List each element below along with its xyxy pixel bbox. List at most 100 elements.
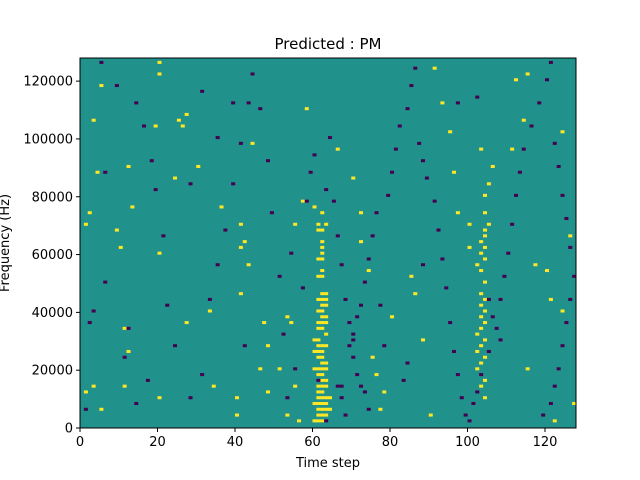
heatmap-cell — [479, 147, 484, 151]
heatmap-cell — [486, 182, 491, 186]
heatmap-cell — [483, 280, 488, 284]
heatmap-cell — [300, 199, 305, 203]
heatmap-cell — [355, 315, 360, 319]
heatmap-cell — [483, 355, 488, 359]
heatmap-cell — [479, 240, 484, 244]
heatmap-cell — [475, 390, 480, 394]
heatmap-cell — [510, 222, 515, 226]
heatmap-cell — [246, 263, 251, 267]
heatmap-cell — [173, 344, 178, 348]
heatmap-cell — [320, 373, 325, 377]
heatmap-cell — [479, 315, 484, 319]
heatmap-cell — [498, 338, 503, 342]
heatmap-cell — [320, 344, 325, 348]
heatmap-cell — [486, 349, 491, 353]
plot-frame — [79, 57, 577, 429]
heatmap-cell — [320, 413, 325, 417]
heatmap-cell — [87, 321, 92, 325]
heatmap-cell — [324, 344, 329, 348]
heatmap-cell — [246, 101, 251, 105]
heatmap-cell — [320, 384, 325, 388]
heatmap-cell — [122, 326, 127, 330]
y-tick-label: 80000 — [32, 190, 73, 205]
heatmap-cell — [455, 373, 460, 377]
heatmap-cell — [83, 407, 88, 411]
heatmap-cell — [525, 367, 530, 371]
heatmap-cell — [250, 141, 255, 145]
heatmap-cell — [157, 396, 162, 400]
heatmap-cell — [320, 211, 325, 215]
heatmap-cell — [417, 141, 422, 145]
heatmap-cell — [149, 159, 154, 163]
heatmap-cell — [324, 222, 329, 226]
y-axis-ticks: 0 20000 40000 60000 80000 100000 120000 — [23, 75, 80, 437]
heatmap-cell — [541, 413, 546, 417]
heatmap-cell — [312, 349, 317, 353]
heatmap-cell — [285, 396, 290, 400]
heatmap-cell — [486, 297, 491, 301]
heatmap-cell — [517, 170, 522, 174]
heatmap-cell — [320, 355, 325, 359]
heatmap-cell — [502, 274, 507, 278]
heatmap-cell — [556, 367, 561, 371]
heatmap-cell — [564, 321, 569, 325]
heatmap-cell — [479, 269, 484, 273]
heatmap-cell — [374, 211, 379, 215]
heatmap-cell — [277, 274, 282, 278]
heatmap-cell — [421, 263, 426, 267]
heatmap-cell — [339, 384, 344, 388]
heatmap-cell — [572, 274, 577, 278]
heatmap-cell — [324, 384, 329, 388]
heatmap-cell — [560, 130, 565, 134]
heatmap-cell — [405, 361, 410, 365]
heatmap-cell — [351, 338, 356, 342]
heatmap-cell — [421, 338, 426, 342]
y-axis-label: Frequency (Hz) — [0, 194, 13, 292]
heatmap-cell — [572, 401, 577, 406]
heatmap-cell — [475, 349, 480, 353]
heatmap-cell — [564, 216, 569, 221]
x-tick-label: 100 — [455, 435, 480, 450]
y-tick-label: 0 — [65, 422, 73, 437]
heatmap-cell — [316, 373, 321, 377]
heatmap-cell — [479, 361, 484, 365]
heatmap-cell — [316, 309, 321, 313]
heatmap-cell — [320, 326, 325, 330]
heatmap-cell — [475, 367, 480, 371]
heatmap-cell — [157, 72, 162, 76]
heatmap-cell — [467, 245, 472, 249]
heatmap-cell — [126, 164, 131, 168]
heatmap-cell — [320, 401, 325, 406]
heatmap-cell — [238, 222, 243, 226]
heatmap-cell — [258, 367, 263, 371]
heatmap-cell — [560, 309, 565, 313]
heatmap-cell — [514, 78, 519, 82]
heatmap-cell — [479, 303, 484, 307]
heatmap-cell — [386, 193, 391, 197]
heatmap-cell — [486, 222, 491, 226]
heatmap-cell — [231, 182, 236, 186]
heatmap-cell — [483, 321, 488, 325]
heatmap-cell — [370, 234, 375, 238]
heatmap-cell — [409, 274, 414, 278]
heatmap-cell — [95, 170, 100, 174]
heatmap-cell — [320, 390, 325, 394]
heatmap-cell — [324, 188, 329, 192]
heatmap-cell — [452, 349, 457, 353]
heatmap-cell — [184, 112, 189, 116]
heatmap-cell — [320, 228, 325, 232]
heatmap-cell — [266, 159, 271, 163]
heatmap-cell — [479, 384, 484, 388]
heatmap-cell — [200, 373, 205, 377]
heatmap-cell — [328, 396, 333, 400]
heatmap-cell — [328, 136, 333, 140]
heatmap-cell — [235, 396, 240, 400]
heatmap-cell — [176, 118, 181, 122]
heatmap-cell — [370, 355, 375, 359]
heatmap-cell — [99, 60, 104, 64]
heatmap-cell — [316, 401, 321, 406]
heatmap-cell — [130, 205, 135, 209]
heatmap-cell — [355, 373, 360, 377]
heatmap-cell — [289, 321, 294, 325]
heatmap-cell — [560, 344, 565, 348]
